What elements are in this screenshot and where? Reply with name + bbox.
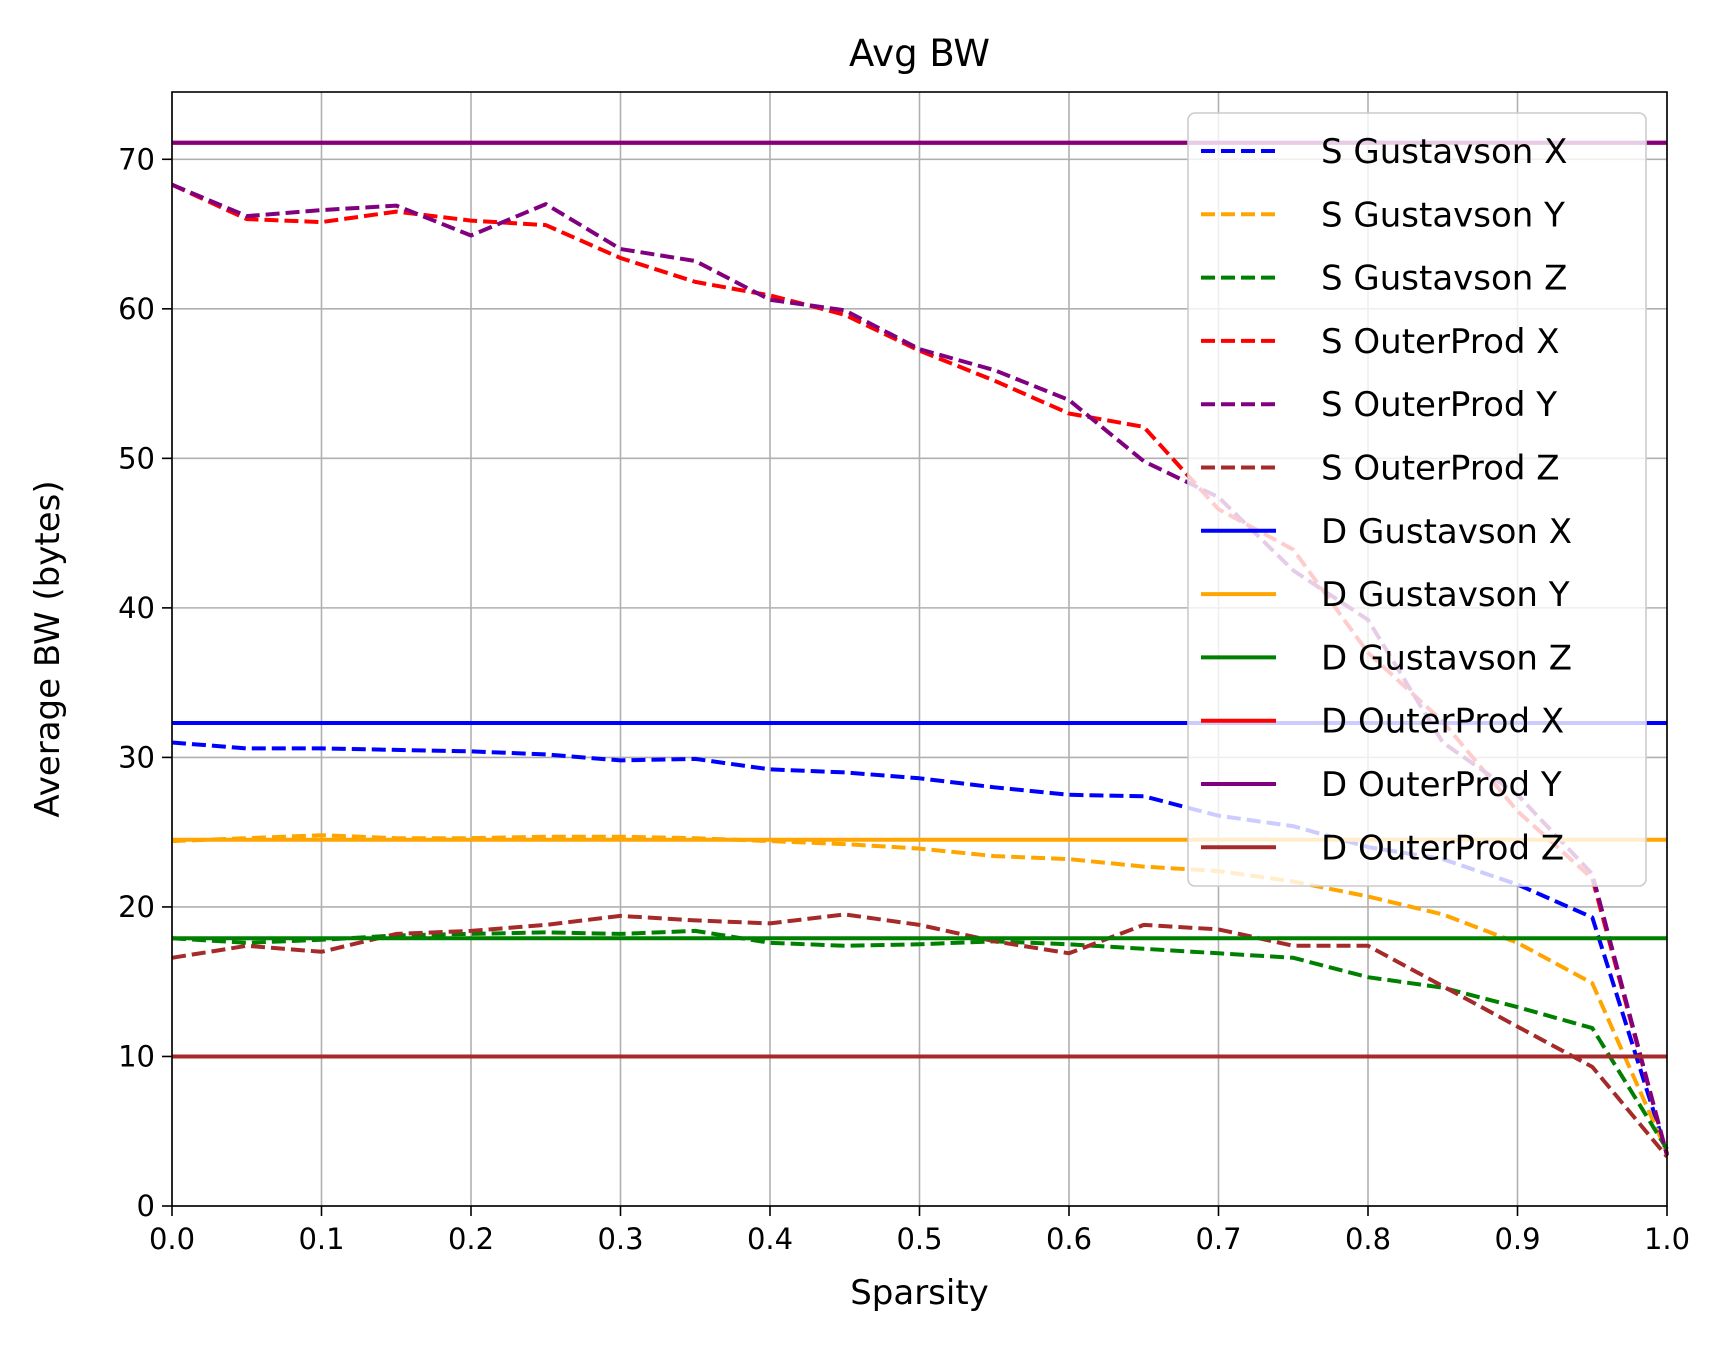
y-axis-label: Average BW (bytes) bbox=[28, 480, 68, 817]
chart-title: Avg BW bbox=[849, 32, 990, 75]
legend-label: D OuterProd Z bbox=[1321, 828, 1564, 868]
legend-label: D Gustavson X bbox=[1321, 512, 1572, 552]
y-tick-label: 20 bbox=[118, 890, 155, 924]
series-line-s-outerprod-z bbox=[171, 912, 1669, 1158]
x-tick-label: 0.7 bbox=[1195, 1222, 1241, 1256]
y-tick-label: 70 bbox=[118, 142, 155, 176]
legend-box bbox=[1187, 112, 1647, 887]
legend-label: S OuterProd Z bbox=[1321, 449, 1560, 489]
x-tick-label: 0.2 bbox=[448, 1222, 494, 1256]
x-tick-label: 0.8 bbox=[1345, 1222, 1391, 1256]
legend-label: S OuterProd X bbox=[1321, 322, 1560, 362]
y-tick-label: 0 bbox=[137, 1189, 155, 1223]
x-axis-label: Sparsity bbox=[850, 1273, 989, 1313]
legend-label: S OuterProd Y bbox=[1321, 385, 1557, 425]
x-tick-label: 0.5 bbox=[896, 1222, 942, 1256]
x-tick-label: 0.1 bbox=[298, 1222, 344, 1256]
x-tick-label: 0.4 bbox=[747, 1222, 793, 1256]
legend-label: S Gustavson Z bbox=[1321, 259, 1567, 299]
y-tick-label: 10 bbox=[118, 1039, 155, 1073]
y-tick-label: 40 bbox=[118, 591, 155, 625]
y-tick-label: 60 bbox=[118, 292, 155, 326]
legend-label: D OuterProd X bbox=[1321, 702, 1564, 742]
x-tick-label: 1.0 bbox=[1644, 1222, 1690, 1256]
y-tick-label: 50 bbox=[118, 441, 155, 475]
legend: S Gustavson X S Gustavson Y S Gustavson Z S… bbox=[1187, 112, 1647, 887]
x-tick-label: 0.0 bbox=[149, 1222, 195, 1256]
legend-label: S Gustavson X bbox=[1321, 132, 1567, 172]
series-line-s-gustavson-x bbox=[171, 740, 1669, 1155]
legend-label: D Gustavson Z bbox=[1321, 638, 1572, 678]
axis-ticks: 0.0 0.1 0.2 0.3 0.4 0.5 0.6 0.7 0.8 0.9 1.0 0 10 20 30… bbox=[118, 142, 1690, 1256]
legend-label: D OuterProd Y bbox=[1321, 765, 1562, 805]
x-tick-label: 0.3 bbox=[597, 1222, 643, 1256]
x-tick-label: 0.6 bbox=[1046, 1222, 1092, 1256]
x-tick-label: 0.9 bbox=[1494, 1222, 1540, 1256]
legend-label: D Gustavson Y bbox=[1321, 575, 1570, 615]
y-tick-label: 30 bbox=[118, 740, 155, 774]
legend-label: S Gustavson Y bbox=[1321, 195, 1565, 235]
